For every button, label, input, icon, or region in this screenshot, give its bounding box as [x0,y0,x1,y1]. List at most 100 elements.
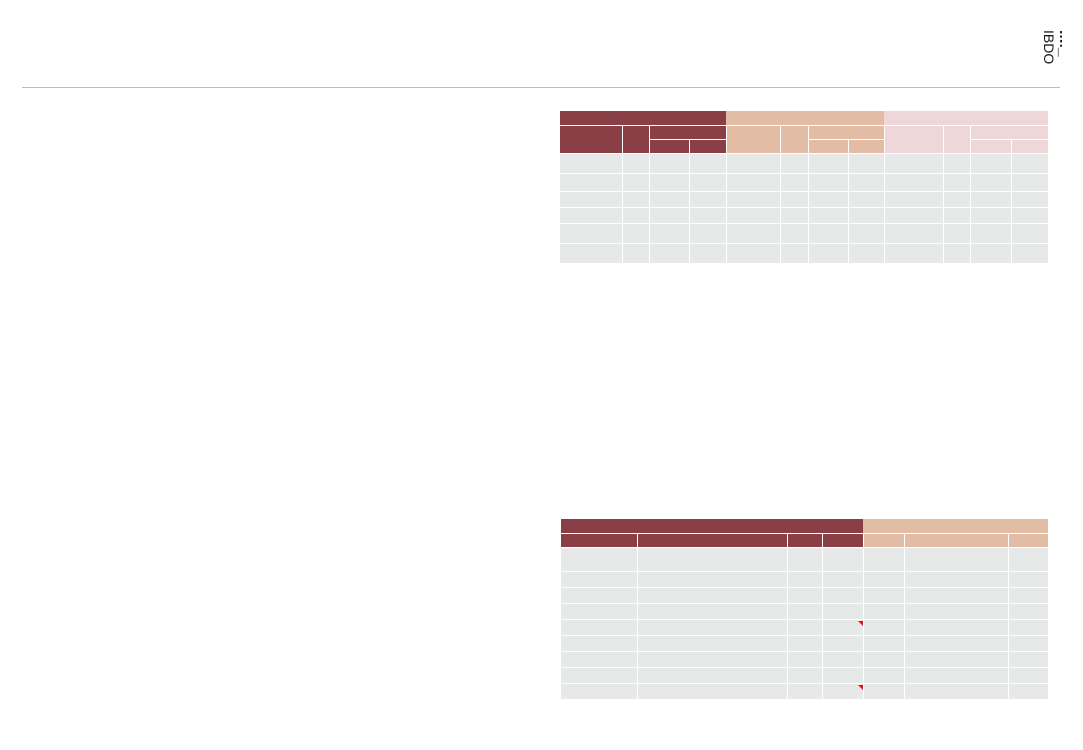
table-cell [884,207,943,223]
table-cell [726,173,780,191]
table-cell [637,651,787,667]
table-cell [622,191,649,207]
table-cell [1008,587,1048,603]
table-cell [561,667,637,683]
table-cell [649,173,689,191]
table-cell [822,683,863,699]
table-cell [787,571,822,587]
table-cell [1008,651,1048,667]
table-cell [943,153,970,173]
table-cell [649,153,689,173]
table-cell [863,603,904,619]
table-cell [787,603,822,619]
table-cell [561,547,637,571]
table-cell [561,651,637,667]
table-cell [848,173,884,191]
table-cell [726,191,780,207]
table-cell [689,173,726,191]
table-cell [561,619,637,635]
table-cell [637,587,787,603]
comment-flag-icon[interactable] [858,621,863,626]
table-cell [822,547,863,571]
table-cell [726,207,780,223]
table-cell [1011,207,1048,223]
table-cell [1008,619,1048,635]
table-cell [637,635,787,651]
top-table-header-cell [943,125,970,153]
table-cell [649,207,689,223]
table-cell [884,243,943,263]
table-cell [822,587,863,603]
table-cell [561,571,637,587]
table-cell [822,651,863,667]
table-cell [904,603,1008,619]
table-cell [970,223,1011,243]
top-table-header-cell [808,139,848,153]
table-cell [863,571,904,587]
table-cell [808,191,848,207]
top-table-header-cell [689,139,726,153]
table-cell [1008,547,1048,571]
table-cell [1008,571,1048,587]
table-cell [863,651,904,667]
table-cell [848,223,884,243]
table-cell [1011,173,1048,191]
table-cell [726,243,780,263]
table-cell [1011,223,1048,243]
table-cell [637,571,787,587]
table-cell [622,207,649,223]
table-cell [637,547,787,571]
table-cell [561,635,637,651]
bottom-table-header-cell [822,533,863,547]
bottom-table-group-1-header [561,519,863,533]
table-cell [848,153,884,173]
table-cell [943,173,970,191]
top-table-group-1-header [560,111,726,125]
table-cell [1008,603,1048,619]
bottom-table-header-cell [863,533,904,547]
top-table-header-cell [1011,139,1048,153]
table-cell [848,207,884,223]
table-cell [904,587,1008,603]
top-table-header-cell [649,125,726,139]
table-cell [561,683,637,699]
table-cell [787,651,822,667]
comment-flag-icon[interactable] [858,685,863,690]
table-cell [808,207,848,223]
bottom-table-body [561,547,1048,699]
table-cell [787,635,822,651]
table-cell [808,173,848,191]
svg-text:IBDO: IBDO [1041,30,1057,64]
top-table-header-cell [622,125,649,153]
table-cell [780,207,808,223]
table-cell [822,603,863,619]
top-table-header-cell [780,125,808,153]
top-table-header-cell [649,139,689,153]
table-cell [970,207,1011,223]
table-cell [848,191,884,207]
table-cell [689,207,726,223]
table-cell [943,243,970,263]
table-cell [970,243,1011,263]
top-table-header-cell [970,139,1011,153]
table-cell [622,153,649,173]
table-cell [780,223,808,243]
table-cell [637,619,787,635]
table-cell [822,667,863,683]
bottom-table-header-cell [787,533,822,547]
table-cell [863,587,904,603]
top-table-header-cell [970,125,1048,139]
table-cell [884,173,943,191]
table-cell [970,191,1011,207]
table-cell [808,223,848,243]
table-cell [560,153,622,173]
table-cell [884,191,943,207]
table-cell [561,603,637,619]
table-cell [787,619,822,635]
table-cell [1011,153,1048,173]
table-cell [1011,243,1048,263]
bottom-table-header-cell [1008,533,1048,547]
top-table-header-cell [726,125,780,153]
table-cell [863,683,904,699]
table-cell [780,153,808,173]
